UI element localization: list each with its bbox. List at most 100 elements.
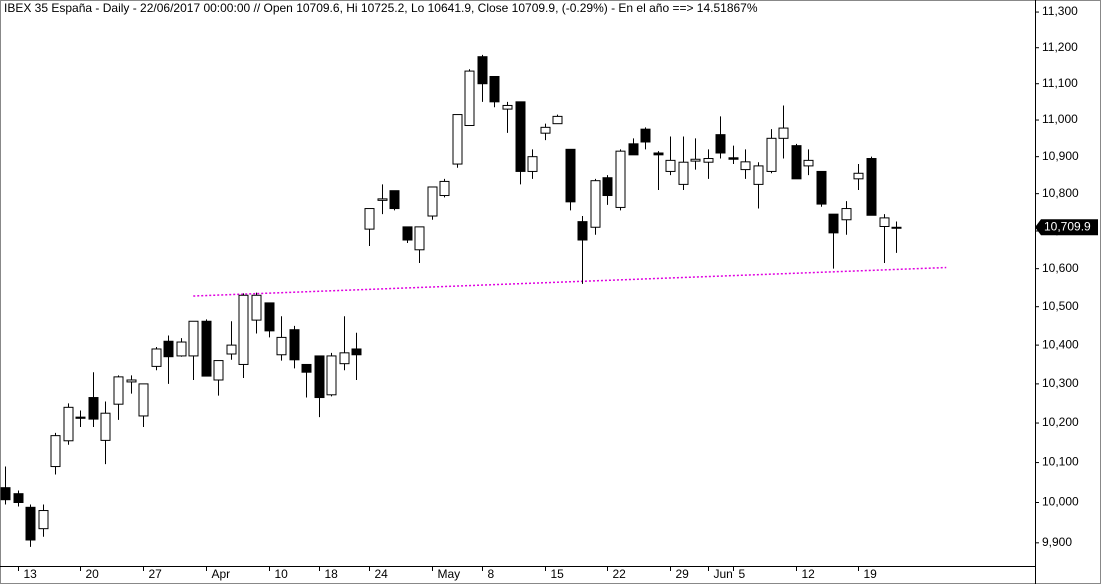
candle-body (577, 221, 588, 241)
candle-body (389, 190, 400, 210)
y-tick-label: 10,300 (1042, 376, 1079, 390)
x-tick-label: 20 (86, 567, 100, 581)
candle-body (615, 150, 626, 208)
x-tick-label: 29 (676, 567, 690, 581)
candle-body (590, 180, 601, 228)
x-tick-label: 12 (802, 567, 816, 581)
candle-body (126, 379, 137, 383)
candle-body (427, 186, 438, 217)
x-tick-label: Jun (714, 567, 733, 581)
chart-title: IBEX 35 España - Daily - 22/06/2017 00:0… (4, 1, 758, 15)
x-tick-label: Apr (212, 567, 231, 581)
y-tick-label: 10,800 (1042, 186, 1079, 200)
candle-body (188, 320, 199, 357)
candle-body (891, 226, 902, 229)
candle-body (628, 143, 639, 156)
candle-body (452, 114, 463, 165)
candle-body (703, 158, 714, 163)
candle-body (489, 75, 500, 103)
candle-body (264, 302, 275, 332)
candle-body (678, 161, 689, 185)
candle-body (778, 127, 789, 139)
candle-body (75, 416, 86, 419)
y-tick-label: 10,500 (1042, 299, 1079, 313)
y-tick-label: 10,200 (1042, 415, 1079, 429)
candle-body (314, 355, 325, 399)
candle-body (527, 156, 538, 172)
candle-body (828, 213, 839, 234)
candle-body (301, 363, 312, 373)
x-tick-label: 13 (24, 567, 38, 581)
candle-body (515, 101, 526, 172)
candle-body (841, 208, 852, 221)
candle-body (540, 126, 551, 134)
candle-body (100, 412, 111, 441)
candle-body (715, 134, 726, 154)
x-tick-label: 27 (149, 567, 163, 581)
candle-body (866, 158, 877, 216)
candle-body (63, 406, 74, 442)
y-tick-label: 11,000 (1042, 112, 1078, 126)
candle-body (653, 152, 664, 156)
y-tick-label: 11,200 (1042, 40, 1078, 54)
x-tick-label: 22 (613, 567, 627, 581)
candle-body (816, 170, 827, 205)
candle-body (502, 104, 513, 110)
x-tick-label: 19 (864, 567, 878, 581)
y-tick-label: 9,900 (1042, 535, 1072, 549)
x-tick-label: 15 (551, 567, 565, 581)
candle-body (377, 198, 388, 201)
candle-body (803, 159, 814, 167)
candle-body (176, 341, 187, 357)
y-tick-label: 10,600 (1042, 261, 1079, 275)
candle-body (138, 383, 149, 417)
candle-body (879, 217, 890, 227)
y-tick-label: 10,900 (1042, 149, 1079, 163)
candle-body (464, 70, 475, 127)
candle-body (477, 56, 488, 85)
candle-body (339, 352, 350, 365)
candle-body (289, 329, 300, 361)
last-price-marker (1035, 219, 1098, 236)
y-tick-label: 11,300 (1042, 4, 1078, 18)
x-tick-label: 10 (275, 567, 289, 581)
x-tick-label: 24 (375, 567, 389, 581)
candle-body (414, 226, 425, 251)
candle-body (113, 376, 124, 405)
x-tick-label: 8 (488, 567, 495, 581)
candle-body (791, 145, 802, 180)
candle-body (0, 487, 11, 501)
candle-body (201, 320, 212, 377)
last-price-label: 10,709.9 (1044, 219, 1091, 233)
candle-body (402, 226, 413, 241)
candle-body (50, 435, 61, 468)
candle-body (326, 355, 337, 396)
y-tick-label: 10,400 (1042, 337, 1079, 351)
y-tick-label: 10,100 (1042, 455, 1079, 469)
candle-body (238, 294, 249, 365)
candle-body (226, 344, 237, 355)
candle-body (640, 128, 651, 143)
candle-body (364, 208, 375, 230)
y-tick-label: 11,100 (1042, 76, 1078, 90)
candle-body (13, 493, 24, 503)
candle-body (88, 397, 99, 420)
trendline (193, 266, 947, 297)
x-tick-label: 18 (325, 567, 339, 581)
x-tick-label: 5 (739, 567, 746, 581)
candle-body (213, 360, 224, 381)
candle-body (665, 159, 676, 172)
candle-body (753, 165, 764, 185)
candle-body (690, 158, 701, 162)
candle-body (25, 506, 36, 541)
candle-body (728, 157, 739, 160)
candle-body (565, 148, 576, 203)
candle-body (766, 137, 777, 172)
candle-body (351, 348, 362, 356)
x-tick-label: May (438, 567, 461, 581)
candle-body (552, 115, 563, 125)
candle-body (38, 510, 49, 530)
candle-body (163, 340, 174, 358)
